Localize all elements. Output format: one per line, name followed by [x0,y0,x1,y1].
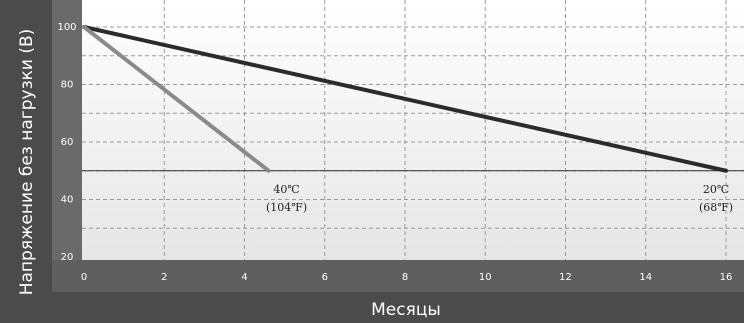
y-tick-label: 100 [57,22,76,33]
plot-background [52,0,744,260]
y-axis-band [0,0,52,323]
x-label-band [52,292,744,323]
x-tick-label: 6 [322,272,328,283]
y-axis-label: Напряжение без нагрузки (В) [17,29,37,296]
annotation-temp-c: 40℃ [273,183,299,196]
y-tick-label: 20 [61,252,74,263]
grid [82,0,744,260]
x-tick-label: 14 [639,272,652,283]
y-tick-label: 40 [61,195,74,206]
y-tick-band [52,0,82,260]
series-lines [82,25,728,173]
x-tick-label: 16 [720,272,733,283]
y-tick-labels: 20 40 60 80 100 [57,22,76,263]
x-tick-label: 10 [479,272,492,283]
x-tick-label: 12 [559,272,572,283]
x-tick-label: 8 [402,272,408,283]
annotation-temp-c: 20℃ [703,183,729,196]
series-line-1 [82,25,728,173]
annotation-temp-f: (104℉) [266,201,307,214]
x-tick-label: 4 [241,272,247,283]
x-tick-band [52,260,744,292]
y-tick-label: 60 [61,137,74,148]
x-tick-label: 2 [161,272,167,283]
x-tick-labels: 0 2 4 6 8 10 12 14 16 [81,272,733,283]
series-line-2 [82,25,271,173]
x-tick-label: 0 [81,272,87,283]
y-tick-label: 80 [61,80,74,91]
x-axis-label: Месяцы [371,300,441,320]
annotation-temp-f: (68℉) [699,201,733,214]
annotations: 40℃ (104℉) 20℃ (68℉) [266,183,733,214]
